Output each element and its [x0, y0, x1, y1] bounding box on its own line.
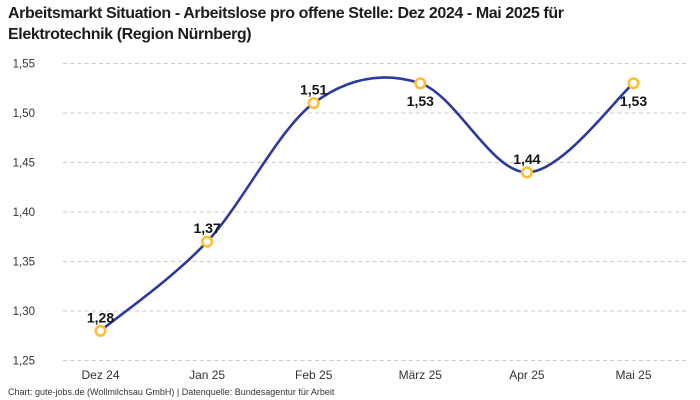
data-point-label: 1,53 [407, 93, 434, 109]
y-tick-label: 1,55 [13, 59, 35, 71]
chart-footer-credit: Chart: gute-jobs.de (Wollmilchsau GmbH) … [8, 387, 335, 397]
data-point-marker[interactable] [94, 324, 107, 337]
data-point-label: 1,28 [87, 309, 114, 325]
chart-title: Arbeitsmarkt Situation - Arbeitslose pro… [8, 5, 564, 43]
data-point-marker[interactable] [520, 166, 534, 179]
data-point-marker[interactable] [307, 96, 320, 110]
data-point-marker[interactable] [627, 77, 640, 90]
data-point-label: 1,44 [513, 151, 540, 167]
x-tick-label: Apr 25 [509, 368, 545, 382]
data-point-marker[interactable] [201, 235, 214, 248]
x-tick-label: Feb 25 [295, 368, 333, 382]
data-point-label: 1,51 [300, 82, 327, 98]
y-tick-label: 1,25 [13, 356, 35, 368]
y-tick-label: 1,35 [13, 257, 35, 269]
data-point-label: 1,53 [620, 93, 647, 109]
y-tick-label: 1,45 [13, 158, 35, 170]
y-tick-label: 1,50 [13, 108, 35, 120]
y-tick-label: 1,30 [13, 306, 35, 318]
data-point-label: 1,37 [193, 220, 220, 236]
x-tick-label: Dez 24 [81, 368, 119, 382]
data-point-marker[interactable] [414, 77, 427, 90]
y-tick-label: 1,40 [13, 207, 35, 219]
line-series [99, 76, 635, 333]
x-tick-label: Mai 25 [615, 368, 651, 382]
x-tick-label: Jan 25 [189, 368, 225, 382]
x-tick-label: März 25 [399, 368, 443, 382]
